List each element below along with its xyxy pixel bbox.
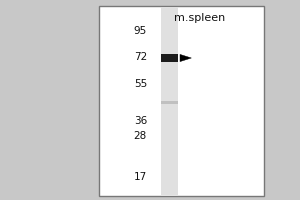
Bar bbox=[161, 101, 178, 104]
Text: 17: 17 bbox=[134, 172, 147, 182]
Bar bbox=[99, 6, 264, 196]
Text: m.spleen: m.spleen bbox=[174, 13, 225, 23]
Text: 55: 55 bbox=[134, 79, 147, 89]
Bar bbox=[160, 54, 178, 62]
Text: 95: 95 bbox=[134, 26, 147, 36]
Text: 36: 36 bbox=[134, 116, 147, 126]
Text: 28: 28 bbox=[134, 131, 147, 141]
Text: 72: 72 bbox=[134, 52, 147, 62]
Bar bbox=[160, 7, 178, 195]
Polygon shape bbox=[180, 54, 191, 62]
